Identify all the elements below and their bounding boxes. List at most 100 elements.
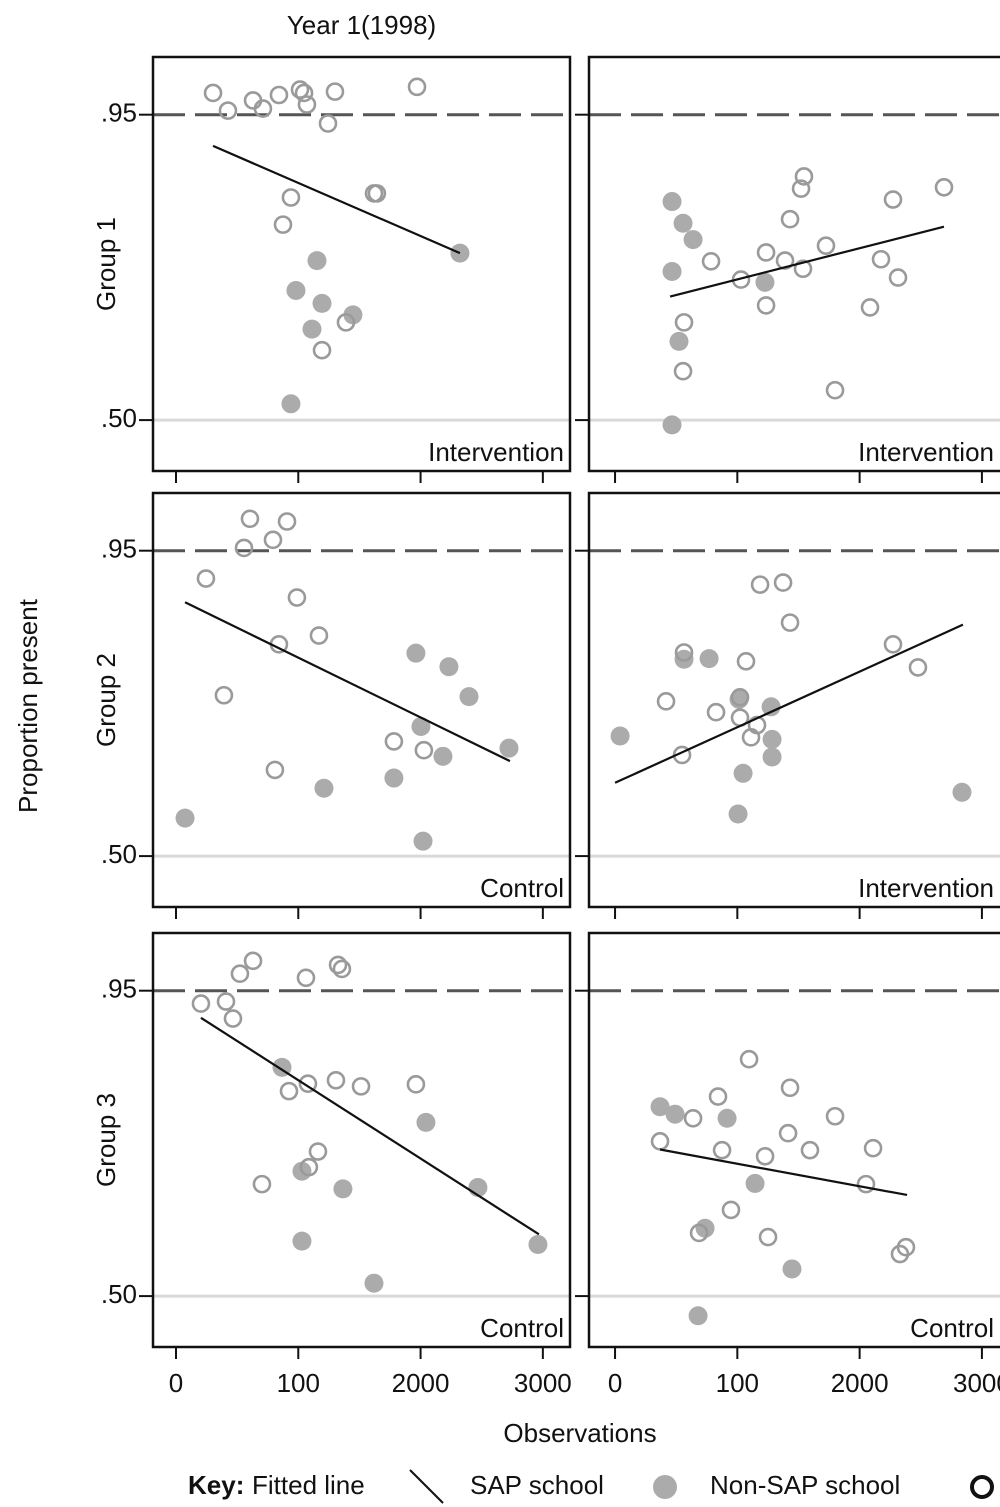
sap-point — [343, 305, 363, 325]
sap-point — [364, 1273, 384, 1293]
fitted-line — [212, 144, 461, 255]
sap-point — [683, 230, 703, 250]
sap-point — [662, 261, 682, 281]
non-sap-point — [800, 1140, 820, 1160]
non-sap-point — [407, 77, 427, 97]
non-sap-point — [384, 732, 404, 751]
sap-point — [499, 738, 519, 758]
panel-label: Control — [480, 1313, 564, 1343]
non-sap-point — [328, 955, 348, 975]
sap-point — [650, 1097, 670, 1117]
non-sap-point — [223, 1009, 243, 1028]
fitted-line — [669, 225, 945, 298]
non-sap-point — [294, 83, 314, 103]
x-axis-label: Observations — [503, 1418, 656, 1448]
sap-point — [669, 331, 689, 351]
sap-point — [307, 251, 327, 271]
y-tick-label: .50 — [101, 839, 137, 869]
y-tick-label: .95 — [101, 534, 137, 564]
non-sap-point — [336, 313, 356, 332]
non-sap-point — [712, 1140, 732, 1160]
non-sap-point — [281, 188, 301, 207]
non-sap-point — [791, 179, 811, 198]
non-sap-point — [739, 1049, 759, 1069]
panel-label: Intervention — [858, 873, 994, 903]
non-sap-point — [273, 215, 293, 234]
key-fitted-line: Fitted line — [252, 1470, 365, 1500]
sap-point — [782, 1259, 802, 1279]
non-sap-point — [218, 101, 238, 120]
x-tick-label: 2000 — [392, 1368, 450, 1398]
non-sap-point — [265, 760, 285, 780]
y-tick-label: .95 — [101, 98, 137, 128]
sap-point — [439, 657, 459, 677]
panel-frame — [151, 491, 572, 909]
non-sap-point — [243, 951, 263, 971]
panel-frame — [587, 931, 1000, 1349]
x-tick-label: 100 — [277, 1368, 320, 1398]
non-sap-point — [277, 512, 297, 531]
non-sap-point — [750, 575, 770, 594]
sap-point — [314, 778, 334, 798]
sap-point — [952, 782, 972, 802]
non-sap-point — [888, 268, 908, 287]
sap-point — [688, 1306, 708, 1326]
x-tick-label: 3000 — [514, 1368, 572, 1398]
non-sap-point — [780, 1078, 800, 1098]
sap-point — [662, 192, 682, 212]
key-label: Key: — [188, 1470, 244, 1500]
sap-point — [406, 643, 426, 663]
x-tick-label: 0 — [608, 1368, 622, 1398]
non-sap-point — [673, 361, 693, 381]
panel-label: Intervention — [858, 437, 994, 467]
non-sap-point — [297, 95, 317, 114]
panel-frame — [151, 55, 572, 473]
sap-point — [717, 1108, 737, 1128]
non-sap-point — [856, 1174, 876, 1194]
non-sap-point — [298, 1074, 318, 1093]
non-sap-point — [883, 635, 903, 654]
non-sap-point — [240, 509, 260, 529]
non-sap-point — [780, 613, 800, 632]
key-filled-icon — [653, 1475, 677, 1499]
non-sap-point — [816, 236, 836, 255]
non-sap-point — [773, 573, 793, 592]
non-sap-point — [269, 85, 289, 105]
non-sap-point — [191, 994, 211, 1013]
x-tick-label: 100 — [716, 1368, 759, 1398]
sap-point — [433, 746, 453, 766]
sap-point — [699, 649, 719, 669]
sap-point — [281, 394, 301, 414]
non-sap-point — [896, 1237, 916, 1257]
y-tick-label: .50 — [101, 1279, 137, 1309]
fitted-line — [659, 1148, 908, 1197]
non-sap-point — [755, 1146, 775, 1166]
non-sap-point — [674, 643, 694, 662]
non-sap-point — [883, 190, 903, 209]
non-sap-point — [775, 251, 795, 270]
non-sap-point — [214, 685, 234, 705]
fitted-line — [184, 601, 511, 763]
panel-frame — [587, 55, 1000, 473]
sap-point — [673, 213, 693, 233]
non-sap-point — [325, 82, 345, 101]
sap-point — [286, 280, 306, 300]
row-label: Group 1 — [91, 217, 121, 311]
fitted-line — [614, 623, 964, 784]
non-sap-point — [253, 99, 273, 118]
non-sap-point — [332, 959, 352, 979]
non-sap-point — [793, 259, 813, 279]
panel-frame — [151, 931, 572, 1349]
non-sap-point — [934, 178, 954, 197]
panel-label: Control — [480, 873, 564, 903]
non-sap-point — [860, 298, 880, 317]
panel-label: Intervention — [428, 437, 564, 467]
non-sap-point — [794, 167, 814, 186]
non-sap-point — [656, 692, 676, 711]
non-sap-point — [367, 184, 387, 203]
non-sap-point — [196, 569, 216, 588]
non-sap-point — [351, 1077, 371, 1096]
row-label: Group 3 — [91, 1093, 121, 1187]
